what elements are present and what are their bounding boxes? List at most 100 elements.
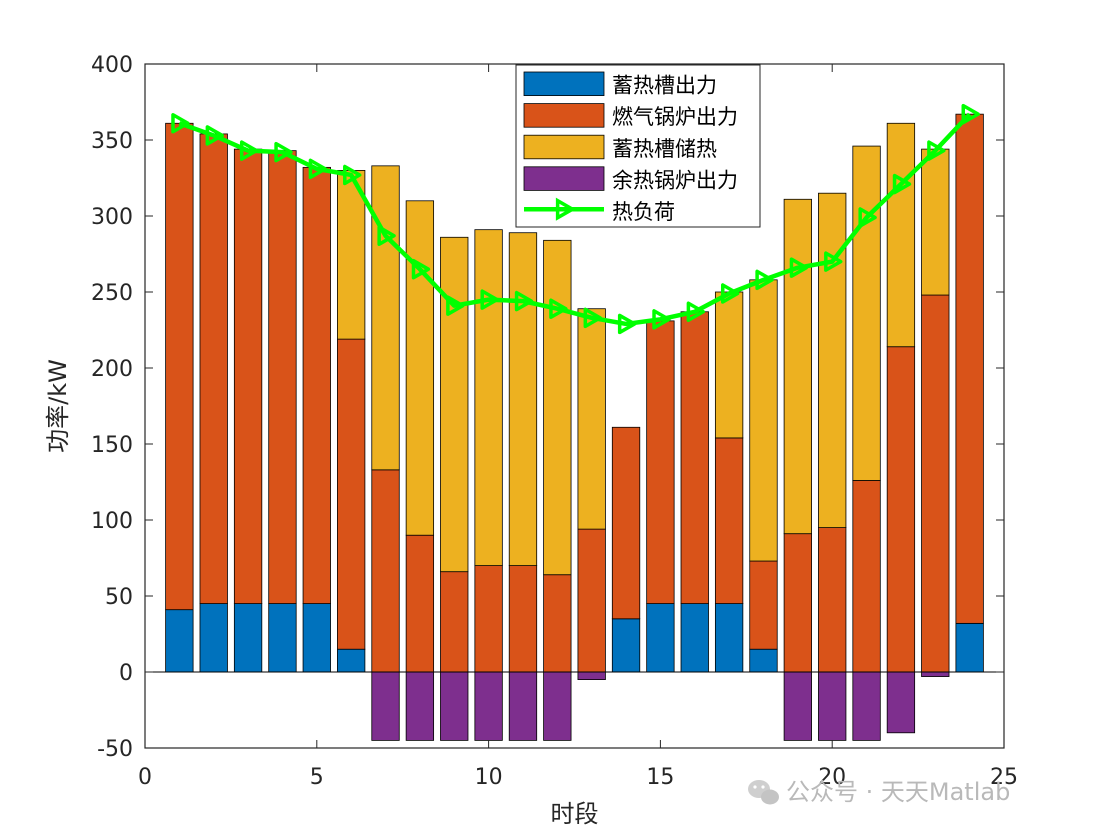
heat-load-marker-t8 bbox=[411, 258, 431, 280]
heat-load-marker-t12 bbox=[549, 298, 568, 319]
bar-s2-t1 bbox=[165, 122, 194, 611]
x-tick-label-10: 10 bbox=[475, 765, 503, 790]
bar-s2-t9 bbox=[440, 571, 469, 673]
bar-s3-t23 bbox=[921, 148, 950, 296]
y-tick-label-0: 0 bbox=[119, 661, 133, 686]
bar-s3-t8 bbox=[405, 200, 435, 536]
bar-s3-t10 bbox=[474, 229, 503, 567]
bar-s3-t12 bbox=[543, 239, 572, 576]
x-tick-label-0: 0 bbox=[138, 765, 152, 790]
y-tick-label-250: 250 bbox=[91, 281, 133, 306]
heat-load-marker-t24 bbox=[961, 103, 980, 125]
heat-load-marker-t15 bbox=[652, 309, 671, 330]
bar-s1-t15 bbox=[646, 603, 675, 673]
bar-s3-t22 bbox=[886, 122, 916, 348]
y-tick-label--50: -50 bbox=[97, 737, 133, 762]
heat-load-marker-t13 bbox=[583, 307, 602, 329]
heat-load-marker-t10 bbox=[480, 289, 499, 310]
y-tick-label-50: 50 bbox=[105, 585, 133, 610]
bar-s4-t20 bbox=[818, 671, 847, 741]
heat-load-marker-t20 bbox=[824, 251, 843, 272]
watermark-text: 公众号 · 天天Matlab bbox=[786, 778, 1010, 806]
y-tick-label-150: 150 bbox=[91, 433, 133, 458]
x-tick-label-5: 5 bbox=[310, 765, 324, 790]
bar-s2-t15 bbox=[646, 320, 675, 605]
bar-s2-t23 bbox=[921, 294, 950, 673]
x-tick-label-15: 15 bbox=[646, 765, 674, 790]
bar-s1-t2 bbox=[199, 603, 228, 673]
y-tick-label-200: 200 bbox=[91, 357, 133, 382]
bar-s4-t21 bbox=[852, 671, 881, 741]
bar-s2-t3 bbox=[233, 148, 263, 605]
bar-s2-t18 bbox=[749, 560, 778, 650]
heat-load-marker-t7 bbox=[377, 225, 396, 247]
heat-load-marker-t4 bbox=[274, 141, 293, 163]
bar-s3-t19 bbox=[783, 198, 812, 535]
bar-s1-t4 bbox=[268, 603, 297, 673]
heat-load-marker-t16 bbox=[686, 301, 706, 323]
bar-s4-t11 bbox=[508, 671, 538, 741]
x-axis-label: 时段 bbox=[551, 800, 599, 828]
bar-s4-t13 bbox=[577, 671, 606, 680]
bar-s2-t20 bbox=[818, 527, 847, 673]
wechat-icon bbox=[748, 780, 779, 805]
legend-label-line: 热负荷 bbox=[612, 200, 675, 224]
bar-s4-t8 bbox=[405, 671, 435, 741]
legend-swatch-4 bbox=[523, 166, 605, 191]
bar-s2-t2 bbox=[199, 133, 228, 604]
bar-s1-t14 bbox=[611, 618, 641, 673]
y-tick-label-400: 400 bbox=[91, 53, 133, 78]
legend-label-1: 蓄热槽出力 bbox=[612, 74, 717, 98]
heat-load-marker-t23 bbox=[927, 140, 946, 161]
bar-s2-t4 bbox=[268, 150, 297, 604]
heat-load-marker-t1 bbox=[171, 113, 190, 134]
bar-s3-t6 bbox=[337, 169, 366, 340]
bar-s2-t22 bbox=[886, 346, 916, 673]
bar-s4-t10 bbox=[474, 671, 503, 741]
y-tick-label-300: 300 bbox=[91, 205, 133, 230]
heat-load-marker-t5 bbox=[308, 158, 328, 180]
bar-s2-t11 bbox=[508, 565, 538, 673]
x-tick-label-25: 25 bbox=[990, 765, 1018, 790]
heat-load-marker-t3 bbox=[239, 140, 259, 161]
bar-s2-t7 bbox=[371, 469, 400, 673]
heat-load-marker-t9 bbox=[446, 295, 465, 316]
bar-s3-t21 bbox=[852, 145, 881, 481]
bar-s2-t19 bbox=[783, 533, 812, 673]
y-tick-label-350: 350 bbox=[91, 129, 133, 154]
bar-s2-t5 bbox=[302, 166, 331, 604]
bar-s2-t16 bbox=[680, 311, 709, 605]
bar-s2-t14 bbox=[611, 426, 641, 620]
bar-s1-t5 bbox=[302, 603, 331, 673]
bar-s1-t17 bbox=[714, 603, 744, 673]
heat-load-marker-t11 bbox=[514, 290, 534, 312]
bar-s2-t6 bbox=[337, 338, 366, 650]
bar-s2-t10 bbox=[474, 565, 503, 673]
bar-s3-t20 bbox=[818, 192, 847, 528]
bar-s3-t9 bbox=[440, 236, 469, 573]
bar-s4-t22 bbox=[886, 671, 916, 734]
bars bbox=[165, 113, 984, 741]
bar-s3-t17 bbox=[714, 291, 744, 439]
legend-label-3: 蓄热槽储热 bbox=[612, 137, 717, 161]
bar-s4-t7 bbox=[371, 671, 400, 741]
bar-s1-t1 bbox=[165, 609, 194, 673]
watermark: 公众号 · 天天Matlab bbox=[748, 778, 1010, 806]
heat-load-marker-t14 bbox=[617, 313, 637, 335]
heat-load-line bbox=[171, 103, 980, 335]
legend-swatch-3 bbox=[523, 134, 605, 160]
legend-swatch-1 bbox=[523, 71, 605, 97]
heat-load-marker-t6 bbox=[343, 164, 362, 186]
bar-s1-t18 bbox=[749, 648, 778, 673]
bar-s2-t12 bbox=[543, 574, 572, 673]
y-tick-label-100: 100 bbox=[91, 509, 133, 534]
heat-load-marker-t19 bbox=[789, 257, 809, 278]
bar-s4-t9 bbox=[440, 671, 469, 741]
bar-s4-t12 bbox=[543, 671, 572, 741]
heat-load-marker-t21 bbox=[858, 207, 877, 228]
bar-s2-t8 bbox=[405, 534, 435, 673]
bar-s2-t21 bbox=[852, 480, 881, 673]
